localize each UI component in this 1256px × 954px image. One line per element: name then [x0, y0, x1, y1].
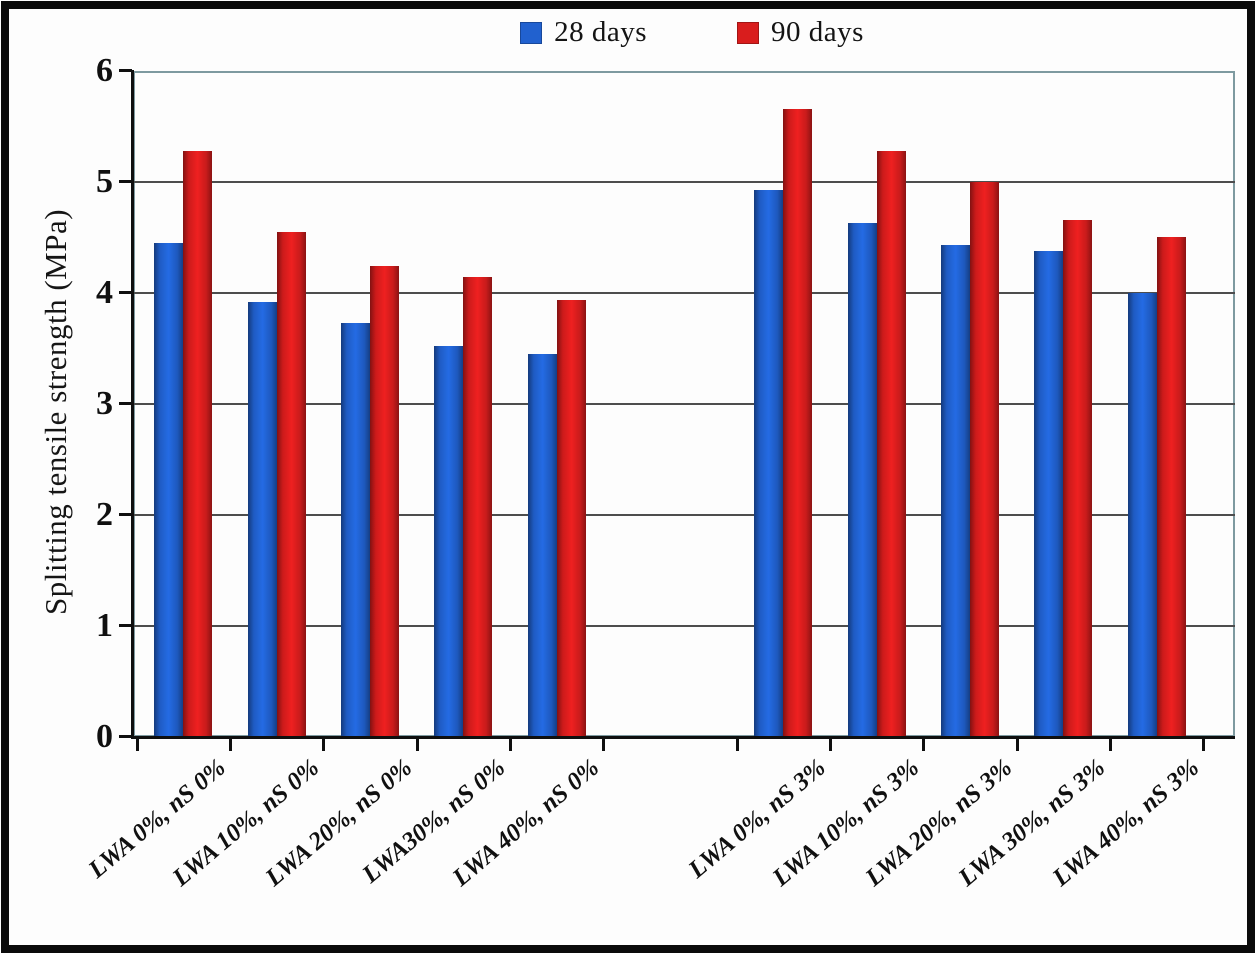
y-tick-label: 2: [96, 496, 113, 533]
gridline: [133, 514, 1235, 516]
bar-28-days-8: [940, 245, 970, 737]
y-tick-label: 6: [96, 52, 113, 89]
bar-90-days-7: [876, 151, 906, 737]
bar-28-days-3: [340, 323, 370, 737]
y-tick-label: 5: [96, 163, 113, 200]
x-tick: [922, 737, 926, 751]
bar-90-days-8: [969, 182, 999, 737]
x-tick: [229, 737, 232, 751]
bar-90-days-4: [463, 277, 493, 737]
legend-item-90-days: 90 days: [737, 16, 864, 49]
x-tick: [508, 737, 512, 751]
bar-28-days-2: [247, 302, 277, 737]
y-tick-label: 3: [96, 385, 113, 422]
x-tick: [735, 737, 739, 751]
x-tick: [1015, 737, 1019, 751]
bar-90-days-6: [783, 109, 813, 737]
gridline: [133, 181, 1235, 183]
gridline: [133, 403, 1235, 405]
y-tick: [119, 69, 132, 72]
x-axis-line: [131, 736, 1235, 739]
x-tick: [602, 737, 606, 751]
legend-swatch-90-days-icon: [737, 21, 759, 44]
bar-90-days-2: [276, 232, 306, 737]
bar-28-days-6: [754, 190, 784, 737]
bar-90-days-1: [183, 151, 213, 737]
y-tick: [119, 180, 132, 183]
y-tick: [119, 291, 132, 294]
y-tick: [119, 735, 132, 738]
legend-item-28-days: 28 days: [520, 16, 647, 49]
y-tick: [119, 624, 132, 627]
bar-28-days-5: [527, 354, 557, 737]
bar-28-days-1: [154, 243, 184, 737]
y-axis-line: [131, 70, 134, 739]
bar-28-days-4: [434, 346, 464, 737]
bar-28-days-10: [1127, 293, 1157, 737]
legend: 28 days 90 days: [64, 16, 1256, 49]
gridline: [133, 292, 1235, 294]
y-tick-label: 4: [96, 274, 113, 311]
legend-label-28-days: 28 days: [554, 16, 647, 48]
gridline: [133, 625, 1235, 627]
x-tick: [415, 737, 419, 751]
bar-90-days-3: [369, 266, 399, 737]
bar-28-days-7: [847, 223, 877, 737]
x-tick: [135, 737, 139, 751]
bar-28-days-9: [1034, 251, 1064, 737]
bar-90-days-5: [556, 300, 586, 737]
x-tick: [1108, 737, 1112, 751]
y-tick: [119, 402, 132, 405]
bar-90-days-9: [1063, 220, 1093, 737]
x-tick: [1202, 737, 1206, 751]
legend-label-90-days: 90 days: [771, 16, 864, 48]
y-tick-label: 0: [96, 718, 113, 755]
x-tick: [322, 737, 326, 751]
x-tick: [829, 737, 832, 751]
y-tick-label: 1: [96, 607, 113, 644]
bar-90-days-10: [1156, 237, 1186, 737]
y-tick: [119, 513, 132, 516]
legend-swatch-28-days-icon: [520, 21, 543, 44]
